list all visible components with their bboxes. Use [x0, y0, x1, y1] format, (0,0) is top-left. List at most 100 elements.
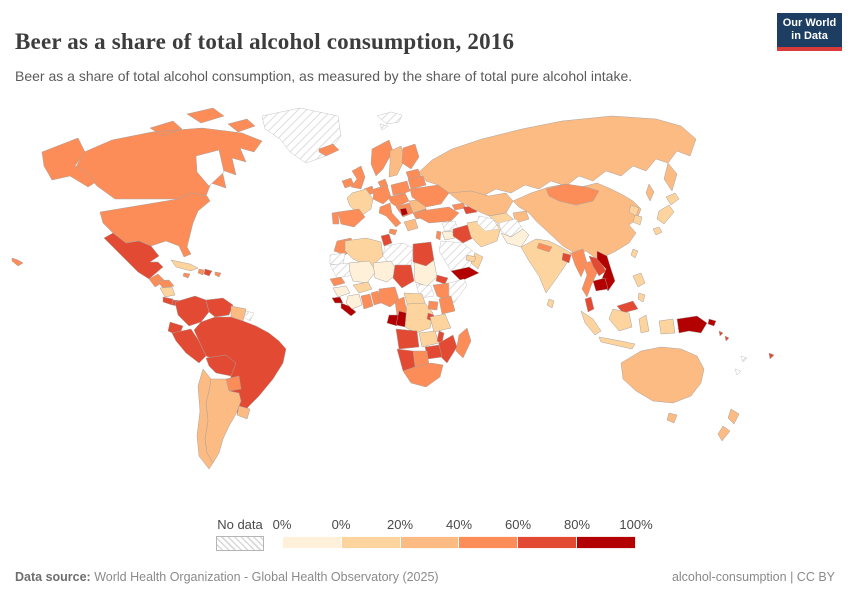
country-belarus[interactable] [407, 175, 427, 190]
country-svalbard[interactable] [376, 111, 403, 131]
country-guinea[interactable] [332, 285, 351, 298]
legend-tick: 40% [445, 517, 473, 532]
country-israel[interactable] [435, 230, 442, 241]
legend-bin-swatch[interactable] [577, 536, 636, 549]
country-mexico[interactable] [103, 232, 164, 280]
country-uruguay[interactable] [236, 405, 251, 420]
country-germany[interactable] [372, 184, 392, 205]
country-japan[interactable] [652, 192, 680, 236]
country-turkey[interactable] [417, 206, 460, 224]
country-gabon[interactable] [386, 314, 400, 327]
country-jamaica[interactable] [182, 272, 191, 279]
country-philippines[interactable] [632, 272, 646, 303]
country-finland[interactable] [401, 143, 420, 170]
country-peru[interactable] [171, 328, 207, 364]
country-south-korea[interactable] [632, 214, 643, 226]
country-tunisia[interactable] [380, 233, 393, 247]
country-angola[interactable] [395, 328, 420, 350]
country-indonesia[interactable] [580, 308, 676, 350]
country-portugal[interactable] [331, 211, 340, 225]
country-zambia[interactable] [418, 330, 440, 348]
country-poland[interactable] [390, 180, 411, 196]
country-solomon-islands[interactable] [718, 330, 730, 342]
country-dominican-republic[interactable] [203, 268, 213, 277]
country-somalia[interactable] [448, 278, 468, 304]
country-jordan[interactable] [441, 230, 456, 241]
country-uae-qatar[interactable] [465, 254, 477, 263]
country-cuba[interactable] [170, 259, 199, 272]
country-kenya[interactable] [438, 295, 456, 315]
country-malaysia[interactable] [584, 296, 639, 314]
country-sri-lanka[interactable] [546, 298, 555, 309]
legend-no-data-swatch[interactable] [216, 536, 264, 551]
footer: Data source: World Health Organization -… [15, 570, 835, 584]
country-dr-congo[interactable] [404, 302, 434, 334]
country-france[interactable] [346, 188, 374, 217]
country-eritrea[interactable] [435, 274, 449, 285]
country-colombia[interactable] [174, 295, 210, 327]
country-south-africa[interactable] [402, 362, 444, 388]
country-india[interactable] [520, 238, 572, 294]
country-haiti[interactable] [197, 268, 205, 276]
country-new-zealand[interactable] [717, 408, 740, 442]
legend-color-bar [282, 536, 636, 549]
legend-bin-swatch[interactable] [341, 536, 401, 549]
country-fiji[interactable] [768, 352, 775, 360]
country-sierra-leone[interactable] [331, 296, 344, 304]
country-uzbekistan[interactable] [488, 212, 514, 227]
country-bolivia[interactable] [205, 354, 237, 377]
country-uganda[interactable] [427, 300, 439, 311]
country-liberia[interactable] [340, 302, 357, 317]
country-egypt[interactable] [412, 241, 435, 267]
country-sweden[interactable] [388, 145, 406, 178]
country-norway[interactable] [370, 139, 394, 177]
country-italy[interactable] [378, 202, 402, 236]
country-puerto-rico[interactable] [214, 271, 222, 278]
country-cambodia[interactable] [592, 277, 609, 292]
country-canada[interactable] [74, 107, 263, 200]
country-nigeria[interactable] [378, 286, 400, 308]
country-french-guiana[interactable] [243, 310, 255, 322]
owid-logo[interactable]: Our World in Data [777, 13, 842, 51]
country-bosnia[interactable] [399, 207, 409, 217]
country-taiwan[interactable] [630, 248, 639, 259]
legend-bin-swatch[interactable] [400, 536, 460, 549]
country-pakistan[interactable] [500, 228, 530, 248]
legend-bin-swatch[interactable] [282, 536, 342, 549]
country-chile[interactable] [196, 368, 214, 470]
country-algeria[interactable] [344, 237, 384, 268]
country-honduras[interactable] [156, 279, 175, 289]
country-united-kingdom[interactable] [350, 165, 366, 190]
country-greece[interactable] [403, 218, 419, 232]
legend-bin-swatch[interactable] [459, 536, 519, 549]
footer-dataset-link[interactable]: alcohol-consumption [671, 570, 787, 584]
country-western-sahara[interactable] [329, 252, 346, 266]
country-niger[interactable] [372, 260, 399, 283]
country-kazakhstan[interactable] [448, 190, 514, 217]
country-yemen[interactable] [450, 266, 480, 282]
country-tanzania[interactable] [429, 313, 452, 333]
country-spain[interactable] [337, 208, 366, 228]
country-ukraine[interactable] [409, 184, 450, 208]
country-venezuela[interactable] [205, 297, 234, 318]
country-nicaragua[interactable] [159, 286, 176, 298]
country-chad[interactable] [392, 264, 415, 289]
country-mongolia[interactable] [545, 183, 600, 206]
footer-license-link[interactable]: CC BY [796, 570, 835, 584]
country-papua-new-guinea[interactable] [676, 315, 717, 334]
country-madagascar[interactable] [455, 327, 472, 359]
legend-tick-labels: 0% 0% 20% 40% 60% 80% 100% [273, 517, 653, 532]
country-australia[interactable] [620, 346, 705, 424]
country-ghana[interactable] [360, 293, 374, 310]
country-nepal[interactable] [536, 242, 553, 253]
country-burkina-faso[interactable] [352, 281, 373, 294]
country-ivory-coast[interactable] [345, 293, 363, 310]
country-senegal[interactable] [329, 276, 346, 287]
country-iceland[interactable] [318, 143, 340, 157]
country-turkmenistan[interactable] [476, 215, 500, 232]
country-myanmar[interactable] [570, 248, 588, 278]
country-bangladesh[interactable] [561, 252, 572, 264]
country-costa-rica[interactable] [162, 296, 174, 306]
legend-bin-swatch[interactable] [518, 536, 578, 549]
country-new-caledonia[interactable] [734, 355, 748, 376]
